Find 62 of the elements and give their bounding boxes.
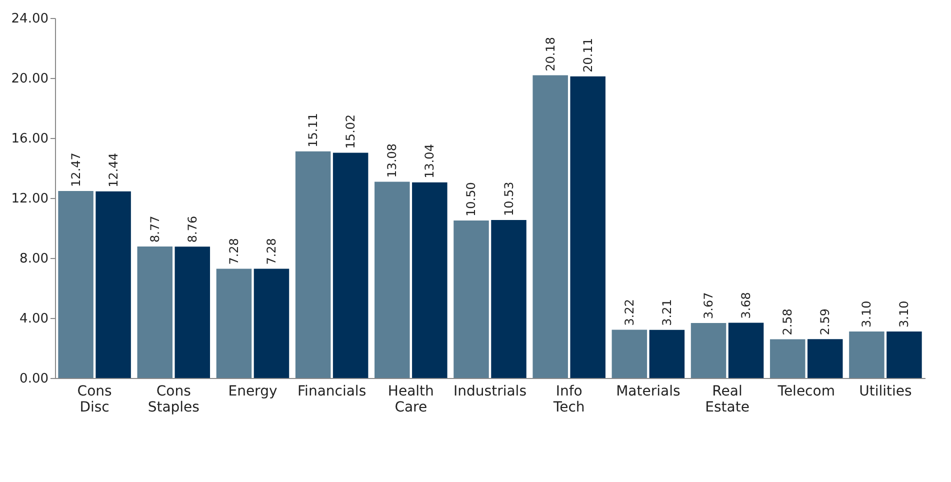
y-tick-label: 24.00 <box>11 12 48 26</box>
data-label: 10.53 <box>502 182 516 216</box>
data-label: 3.68 <box>739 292 754 319</box>
bar <box>649 330 685 378</box>
bar <box>412 182 448 378</box>
bar <box>728 322 764 378</box>
bar <box>58 190 94 378</box>
bar <box>612 330 648 378</box>
bar <box>770 339 806 378</box>
data-label: 3.22 <box>622 298 636 326</box>
bar <box>690 322 726 378</box>
x-tick-label: Health Care <box>388 384 434 416</box>
bar <box>216 268 252 378</box>
bar <box>849 332 884 378</box>
data-label: 10.50 <box>464 182 478 216</box>
x-tick-label: Industrials <box>454 384 526 400</box>
data-label: 3.10 <box>897 300 912 328</box>
data-label: 3.21 <box>660 299 674 326</box>
data-label: 20.18 <box>543 36 558 72</box>
y-tick-label: 12.00 <box>11 192 48 206</box>
data-label: 8.76 <box>185 216 200 243</box>
bar <box>137 246 173 378</box>
x-tick-label: Utilities <box>859 384 912 400</box>
bar <box>570 76 606 378</box>
data-label: 15.02 <box>344 114 358 149</box>
data-label: 2.58 <box>780 308 795 336</box>
y-tick-label: 4.00 <box>20 312 48 326</box>
x-tick-label: Cons Staples <box>148 384 200 416</box>
y-tick-label: 20.00 <box>11 72 48 86</box>
x-tick-label: Cons Disc <box>77 384 112 416</box>
x-tick-label: Real Estate <box>705 384 750 416</box>
data-label: 2.59 <box>818 308 832 336</box>
data-label: 7.28 <box>264 238 278 265</box>
x-tick-label: Financials <box>298 384 366 400</box>
bar <box>807 339 843 378</box>
bar <box>374 182 410 378</box>
x-tick-label: Energy <box>228 384 278 400</box>
bar <box>886 332 922 378</box>
x-tick-label: Info Tech <box>552 384 585 416</box>
data-label: 7.28 <box>226 238 241 265</box>
bar <box>174 246 210 378</box>
y-tick-label: 8.00 <box>20 252 48 266</box>
bar <box>295 151 331 378</box>
data-label: 8.77 <box>148 216 162 242</box>
bar <box>491 220 526 378</box>
bar <box>454 220 489 378</box>
bar <box>332 152 368 378</box>
data-label: 13.08 <box>385 143 400 178</box>
data-label: 12.47 <box>68 152 83 187</box>
y-tick-label: 16.00 <box>11 132 48 146</box>
bar <box>254 268 290 378</box>
x-tick-label: Materials <box>616 384 680 400</box>
data-label: 20.11 <box>580 38 595 72</box>
data-label: 15.11 <box>306 112 320 148</box>
data-label: 13.04 <box>422 144 437 178</box>
bar <box>96 191 131 378</box>
bar <box>532 75 568 378</box>
x-tick-label: Telecom <box>776 384 835 400</box>
data-label: 3.67 <box>702 292 716 319</box>
data-label: 3.10 <box>860 300 874 328</box>
data-label: 12.44 <box>106 153 120 188</box>
y-tick-label: 0.00 <box>20 372 48 386</box>
